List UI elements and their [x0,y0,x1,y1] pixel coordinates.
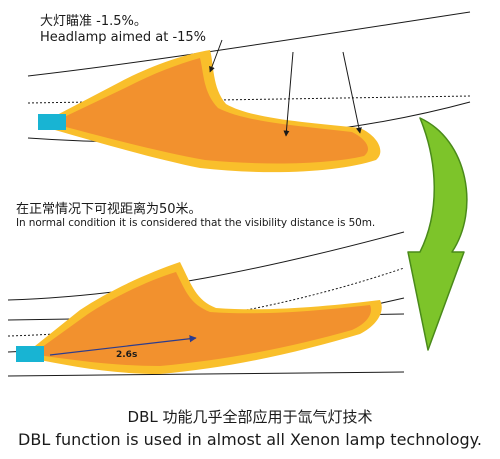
bottom-headlamp [16,346,44,362]
top-arrow-3 [342,51,362,134]
middle-caption-cn: 在正常情况下可视距离为50米。 [16,202,202,217]
middle-caption-en: In normal condition it is considered tha… [16,217,376,229]
bottom-caption-cn: DBL 功能几乎全部应用于氙气灯技术 [127,408,373,426]
curved-transition-arrow [407,117,468,351]
time-label: 2.6s [116,350,138,360]
top-road-line-upper [27,11,471,77]
bottom-beam-inner [38,272,372,366]
bottom-time-arrow [49,335,197,356]
top-headlamp [38,114,66,130]
bottom-road-line-upper [7,231,405,301]
top-caption-en: Headlamp aimed at -15% [40,30,207,45]
top-arrow-1 [209,39,223,73]
top-scene [27,11,471,173]
top-arrow-2 [283,51,294,137]
bottom-scene [7,231,405,377]
top-caption-cn: 大灯瞄准 -1.5%。 [40,14,147,29]
top-beam-inner [62,58,368,164]
bottom-road-line-lower [7,371,405,377]
bottom-caption-en: DBL function is used in almost all Xenon… [18,430,482,449]
